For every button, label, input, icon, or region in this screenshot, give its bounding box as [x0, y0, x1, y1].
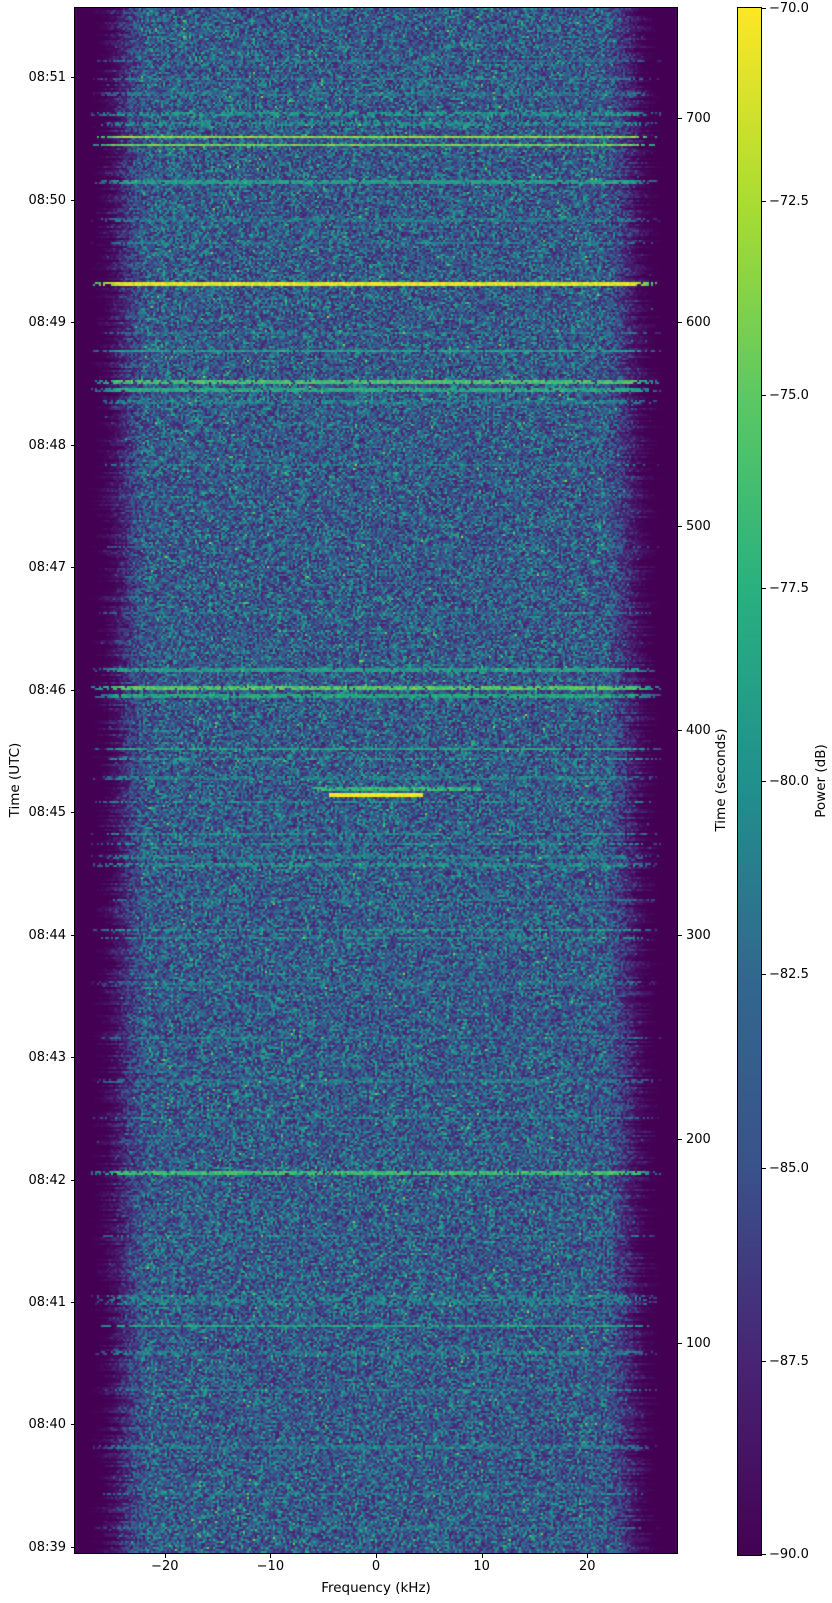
spectrogram-figure: −20 −10 0 10 20 08:39 08:40 08:41 08:42 08:43 08:4…: [0, 0, 832, 1603]
colorbar-tick-label: −80.0: [769, 774, 809, 789]
colorbar-tick-label: −85.0: [769, 1161, 809, 1176]
y-tick-seconds: [678, 526, 682, 527]
y-tick-label-utc: 08:41: [0, 1295, 66, 1310]
y-tick-utc: [71, 690, 75, 691]
y-tick-utc: [71, 200, 75, 201]
colorbar-tick-label: −87.5: [769, 1354, 809, 1369]
y-tick-utc: [71, 812, 75, 813]
x-tick: [270, 1554, 271, 1558]
colorbar-tick-label: −72.5: [769, 194, 809, 209]
y-tick-label-seconds: 300: [686, 928, 711, 943]
colorbar-tick-label: −90.0: [769, 1547, 809, 1562]
x-tick-label: 10: [452, 1559, 512, 1574]
colorbar-gradient: [738, 8, 761, 1555]
y-tick-label-utc: 08:42: [0, 1173, 66, 1188]
y-tick-utc: [71, 322, 75, 323]
y-tick-label-utc: 08:48: [0, 438, 66, 453]
y-tick-label-utc: 08:49: [0, 315, 66, 330]
colorbar-tick-label: −82.5: [769, 967, 809, 982]
colorbar-tick: [762, 201, 766, 202]
x-tick: [165, 1554, 166, 1558]
colorbar-tick: [762, 1168, 766, 1169]
colorbar: [737, 7, 762, 1556]
y-tick-utc: [71, 77, 75, 78]
x-tick-label: 0: [346, 1559, 406, 1574]
y-tick-seconds: [678, 118, 682, 119]
y-tick-seconds: [678, 935, 682, 936]
y-tick-label-utc: 08:46: [0, 683, 66, 698]
y-tick-utc: [71, 935, 75, 936]
y-tick-utc: [71, 1180, 75, 1181]
x-tick: [482, 1554, 483, 1558]
y-tick-utc: [71, 1547, 75, 1548]
plot-area: [74, 7, 678, 1554]
y-tick-utc: [71, 1424, 75, 1425]
y-tick-seconds: [678, 730, 682, 731]
y-tick-label-seconds: 500: [686, 519, 711, 534]
y-axis-label-left: Time (UTC): [7, 743, 23, 818]
spectrogram-heatmap: [75, 8, 677, 1553]
colorbar-tick: [762, 781, 766, 782]
y-axis-label-right: Time (seconds): [713, 728, 729, 831]
y-tick-seconds: [678, 1139, 682, 1140]
y-tick-label-utc: 08:47: [0, 560, 66, 575]
colorbar-tick-label: −75.0: [769, 388, 809, 403]
y-tick-utc: [71, 567, 75, 568]
y-tick-label-utc: 08:51: [0, 70, 66, 85]
x-tick-label: −10: [240, 1559, 300, 1574]
y-tick-label-utc: 08:50: [0, 193, 66, 208]
y-tick-utc: [71, 445, 75, 446]
x-tick-label: 20: [557, 1559, 617, 1574]
colorbar-label: Power (dB): [813, 744, 829, 817]
y-tick-label-utc: 08:44: [0, 928, 66, 943]
colorbar-tick: [762, 395, 766, 396]
colorbar-tick: [762, 1554, 766, 1555]
x-axis-label: Frequency (kHz): [321, 1580, 431, 1596]
colorbar-tick-label: −77.5: [769, 581, 809, 596]
y-tick-label-seconds: 700: [686, 111, 711, 126]
colorbar-tick: [762, 1361, 766, 1362]
y-tick-seconds: [678, 1343, 682, 1344]
y-tick-utc: [71, 1057, 75, 1058]
y-tick-label-seconds: 200: [686, 1132, 711, 1147]
colorbar-tick: [762, 8, 766, 9]
y-tick-label-utc: 08:39: [0, 1540, 66, 1555]
y-tick-label-seconds: 600: [686, 315, 711, 330]
y-tick-label-seconds: 100: [686, 1336, 711, 1351]
colorbar-tick: [762, 974, 766, 975]
colorbar-tick-label: −70.0: [769, 1, 809, 16]
y-tick-label-utc: 08:43: [0, 1050, 66, 1065]
colorbar-tick: [762, 588, 766, 589]
x-tick-label: −20: [135, 1559, 195, 1574]
y-tick-utc: [71, 1302, 75, 1303]
x-tick: [587, 1554, 588, 1558]
y-tick-label-seconds: 400: [686, 723, 711, 738]
y-tick-label-utc: 08:40: [0, 1417, 66, 1432]
x-tick: [376, 1554, 377, 1558]
y-tick-seconds: [678, 322, 682, 323]
